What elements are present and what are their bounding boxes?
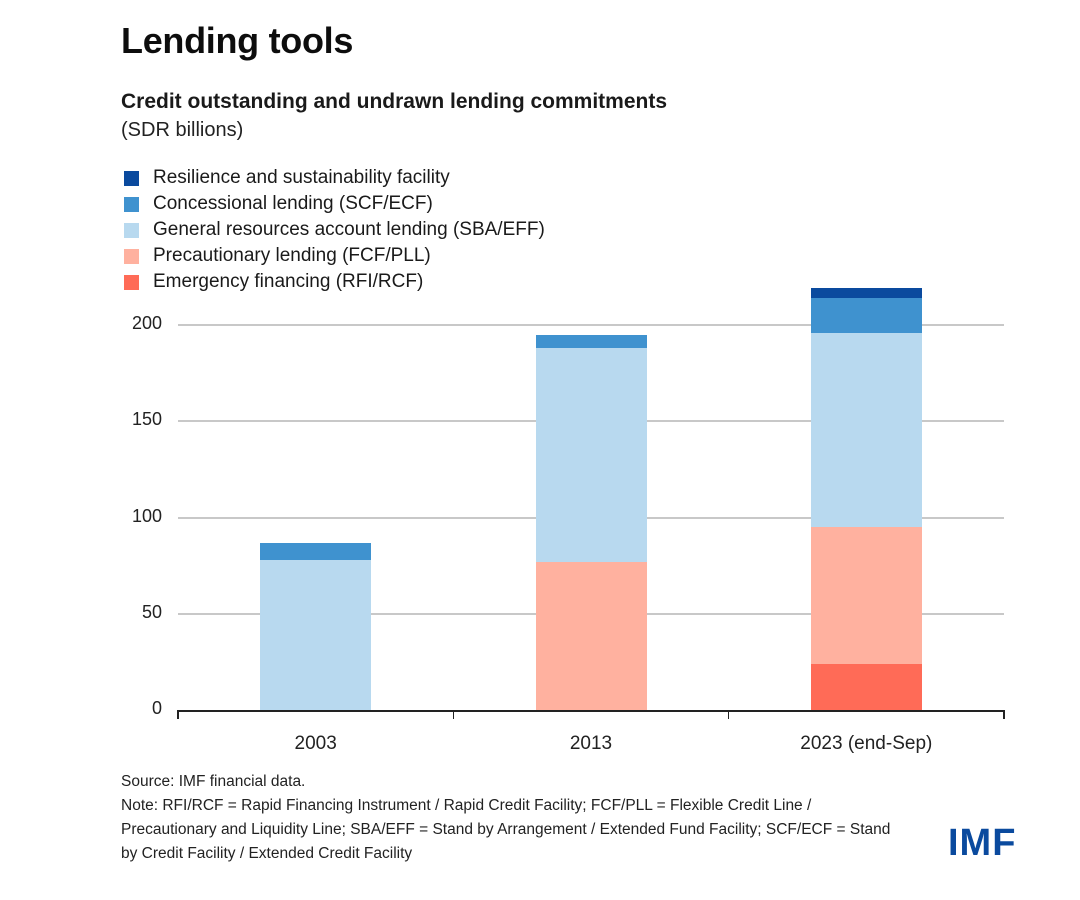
chart-units: (SDR billions) xyxy=(121,119,244,141)
x-tick-mark xyxy=(1003,710,1005,719)
legend: Resilience and sustainability facility C… xyxy=(124,165,545,295)
legend-item-rsf: Resilience and sustainability facility xyxy=(124,165,545,191)
y-tick-label: 200 xyxy=(131,313,162,333)
bar-segment xyxy=(535,348,647,562)
y-tick-label: 150 xyxy=(131,409,162,430)
legend-swatch-icon xyxy=(124,196,139,212)
legend-swatch-icon xyxy=(124,170,139,186)
bar-segment xyxy=(810,663,922,710)
legend-label: Emergency financing (RFI/RCF) xyxy=(153,271,424,292)
legend-label: Precautionary lending (FCF/PLL) xyxy=(153,245,431,266)
bar-segment xyxy=(810,288,922,299)
y-tick-label: 0 xyxy=(151,698,162,718)
x-tick-mark xyxy=(727,710,730,719)
legend-swatch-icon xyxy=(124,222,139,238)
x-tick-label: 2013 xyxy=(569,733,613,754)
bar-segment xyxy=(810,527,922,664)
legend-label: Concessional lending (SCF/ECF) xyxy=(153,193,433,214)
bar-segment xyxy=(810,332,922,528)
bar-segment xyxy=(535,334,647,349)
bar-segment xyxy=(260,542,372,560)
x-tick-label: 2023 (end-Sep) xyxy=(800,733,933,754)
y-tick-label: 100 xyxy=(131,505,162,526)
legend-swatch-icon xyxy=(124,274,139,290)
y-tick-label: 50 xyxy=(141,601,162,622)
legend-item-concessional: Concessional lending (SCF/ECF) xyxy=(124,191,545,217)
chart-title: Lending tools xyxy=(121,20,354,61)
source-text: Source: IMF financial data. xyxy=(121,773,306,790)
bar-segment xyxy=(260,559,372,710)
legend-item-precautionary: Precautionary lending (FCF/PLL) xyxy=(124,243,545,269)
legend-label: General resources account lending (SBA/E… xyxy=(153,219,545,240)
x-tick-mark xyxy=(452,710,455,719)
bar-segment xyxy=(810,298,922,333)
x-axis xyxy=(178,710,1004,712)
legend-item-gra: General resources account lending (SBA/E… xyxy=(124,217,545,243)
note-text: Note: RFI/RCF = Rapid Financing Instrume… xyxy=(121,797,891,862)
imf-logo: IMF xyxy=(948,822,1017,864)
legend-swatch-icon xyxy=(124,248,139,264)
gridline xyxy=(178,324,1004,326)
bar-segment xyxy=(535,561,647,710)
x-tick-label: 2003 xyxy=(294,733,337,754)
legend-item-emergency: Emergency financing (RFI/RCF) xyxy=(124,269,545,295)
chart-subtitle: Credit outstanding and undrawn lending c… xyxy=(121,90,668,113)
chart-notes: Source: IMF financial data. Note: RFI/RC… xyxy=(121,770,911,866)
legend-label: Resilience and sustainability facility xyxy=(153,167,450,188)
x-tick-mark xyxy=(177,710,179,719)
